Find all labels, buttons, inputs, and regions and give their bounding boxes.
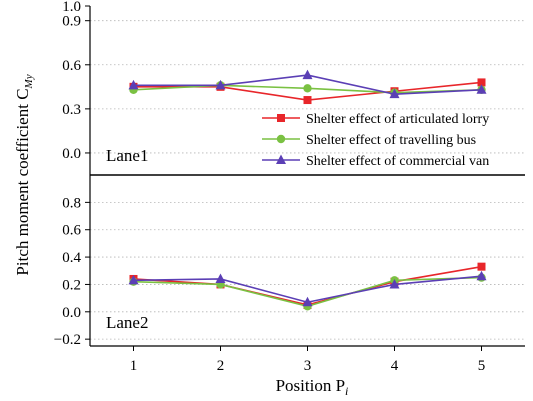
y-tick-label: 0.6 xyxy=(62,223,81,239)
legend-marker xyxy=(277,114,285,122)
legend-label: Shelter effect of commercial van xyxy=(306,154,489,169)
data-point xyxy=(302,296,313,307)
y-tick-label: 0.0 xyxy=(62,146,81,162)
data-point xyxy=(128,79,139,90)
panels: 0.0 0.3 0.6 0.91.0 Lane1 −0.2 0.0 0.2 0.4 0.6 0.8 L… xyxy=(54,0,525,348)
x-tick-label: 5 xyxy=(478,358,486,374)
panel-lane2: −0.2 0.0 0.2 0.4 0.6 0.8 Lane2 xyxy=(54,175,525,348)
y-tick-label: 0.8 xyxy=(62,195,81,211)
data-point xyxy=(389,278,400,289)
legend-item-3: Shelter effect of commercial van xyxy=(262,154,489,169)
data-point xyxy=(302,69,313,80)
legend-item-1: Shelter effect of articulated lorry xyxy=(262,112,489,127)
lane-label: Lane1 xyxy=(106,146,148,165)
x-axis-title-subscript: i xyxy=(345,384,348,398)
y-tick-label: 0.3 xyxy=(62,102,81,118)
x-axis: 1 2 3 4 5 xyxy=(90,345,525,374)
data-point xyxy=(477,78,486,87)
legend-marker xyxy=(276,154,286,164)
y-tick-label: 0.2 xyxy=(62,277,81,293)
data-point xyxy=(477,262,486,271)
y-axis-title-text: Pitch moment coefficient C xyxy=(13,88,32,275)
lane-label: Lane2 xyxy=(106,313,148,332)
y-tick-label: 1.0 xyxy=(62,0,81,15)
series-3 xyxy=(128,270,487,307)
data-point xyxy=(215,273,226,283)
legend: Shelter effect of articulated lorry Shelt… xyxy=(262,112,489,169)
legend-marker xyxy=(276,134,286,144)
data-point xyxy=(389,88,400,99)
legend-label: Shelter effect of articulated lorry xyxy=(306,112,489,127)
data-point xyxy=(303,96,312,105)
x-tick-label: 4 xyxy=(391,358,399,374)
data-point xyxy=(303,84,312,93)
x-tick-label: 3 xyxy=(304,358,312,374)
legend-label: Shelter effect of travelling bus xyxy=(306,133,476,148)
y-tick-label: 0.0 xyxy=(62,305,81,321)
data-point xyxy=(476,84,487,94)
y-tick-label: 0.4 xyxy=(62,250,81,266)
x-axis-title: Position Pi xyxy=(276,376,349,398)
y-axis-title: Pitch moment coefficient CMy xyxy=(13,74,35,275)
data-point xyxy=(476,270,487,281)
series-2 xyxy=(129,81,486,97)
x-axis-title-text: Position P xyxy=(276,376,345,395)
y-tick-label: 0.9 xyxy=(62,14,81,30)
x-tick-label: 2 xyxy=(217,358,225,374)
panel-lane1: 0.0 0.3 0.6 0.91.0 Lane1 xyxy=(62,0,525,175)
legend-item-2: Shelter effect of travelling bus xyxy=(262,133,476,148)
series-3 xyxy=(128,69,487,99)
y-tick-label: 0.6 xyxy=(62,58,81,74)
data-point xyxy=(215,79,226,90)
x-tick-label: 1 xyxy=(130,358,138,374)
y-tick-label: −0.2 xyxy=(54,332,81,348)
data-point xyxy=(128,274,139,285)
y-axis-title-subscript: My xyxy=(23,74,35,89)
